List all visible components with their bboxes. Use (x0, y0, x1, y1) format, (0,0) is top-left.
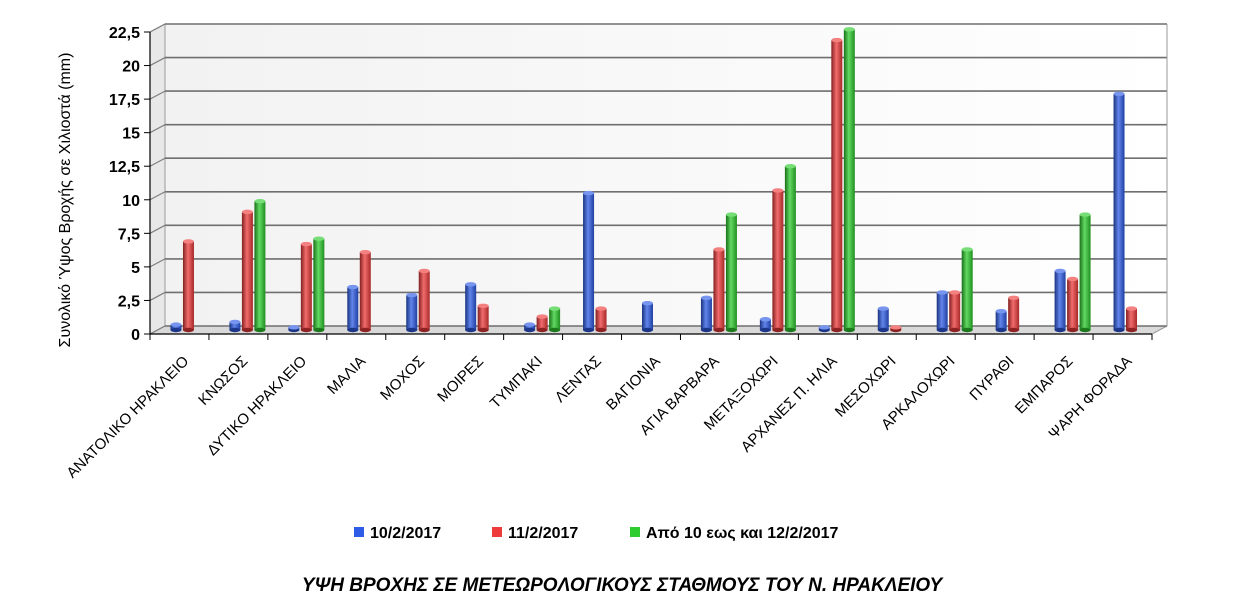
x-category-label: ΕΜΠΑΡΟΣ (1012, 353, 1077, 418)
bar (477, 303, 489, 333)
bar (725, 212, 737, 333)
bar (583, 190, 595, 333)
bar (406, 292, 418, 333)
bar (713, 247, 725, 333)
y-tick-labels: 0 2,5 5 7,5 10 12,5 15 17,5 20 22,5 (109, 25, 140, 344)
legend-swatch (492, 527, 502, 537)
gridline-side (149, 23, 166, 33)
legend-label: 11/2/2017 (508, 525, 578, 542)
y-tick-label: 12,5 (109, 159, 140, 176)
bar (182, 239, 194, 333)
legend: 10/2/2017 11/2/2017 Από 10 εως και 12/2/20… (354, 525, 839, 542)
bar (1126, 306, 1138, 333)
bar (359, 249, 371, 333)
bar (1054, 268, 1066, 333)
y-tick-label: 7,5 (118, 226, 140, 243)
bar (241, 209, 253, 333)
gridline-side (149, 124, 166, 134)
x-category-label: ΒΑΓΙΟΝΙΑ (603, 353, 664, 414)
bar (536, 314, 548, 333)
bar (595, 306, 607, 333)
bar (549, 306, 561, 333)
y-tick-label: 2,5 (118, 293, 140, 310)
y-tick-label: 22,5 (109, 25, 140, 42)
y-tick-label: 0 (131, 327, 140, 344)
axes (149, 32, 1153, 340)
gridline-side (149, 258, 166, 268)
bar (843, 27, 855, 333)
bar (254, 198, 266, 333)
bar (890, 325, 902, 333)
bar (1079, 212, 1091, 333)
y-tick-label: 20 (122, 59, 140, 76)
bar (759, 317, 771, 333)
bar (995, 309, 1007, 333)
legend-label: 10/2/2017 (370, 525, 441, 542)
legend-swatch (354, 527, 364, 537)
plot-area (149, 23, 1168, 335)
bar (949, 290, 961, 333)
bar (772, 188, 784, 333)
gridline-side (149, 325, 166, 335)
chart-title: ΥΨΗ ΒΡΟΧΗΣ ΣΕ ΜΕΤΕΩΡΟΛΟΓΙΚΟΥΣ ΣΤΑΘΜΟΥΣ Τ… (302, 575, 945, 596)
legend-item: 10/2/2017 (354, 525, 441, 542)
bar (961, 247, 973, 333)
x-category-label: ΜΟΙΡΕΣ (434, 353, 487, 406)
gridline-side (149, 191, 166, 201)
y-tick-label: 10 (122, 193, 140, 210)
x-category-label: ΛΕΝΤΑΣ (552, 353, 605, 406)
legend-label: Από 10 εως και 12/2/2017 (646, 525, 839, 542)
y-tick-label: 15 (122, 126, 140, 143)
bar (170, 322, 182, 333)
bar (288, 325, 300, 333)
gridline-side (149, 157, 166, 167)
x-category-label: ΜΑΛΙΑ (324, 353, 369, 398)
side-wall (149, 23, 166, 335)
bar (831, 37, 843, 333)
x-category-label: ΔΥΤΙΚΟ ΗΡΑΚΛΕΙΟ (204, 353, 310, 459)
y-tick-label: 5 (131, 260, 140, 277)
bar (642, 300, 653, 333)
bar (465, 282, 477, 333)
bar (418, 268, 430, 333)
x-category-label: ΠΥΡΑΘΙ (966, 353, 1017, 404)
bar (1113, 91, 1125, 333)
legend-swatch (630, 527, 640, 537)
x-category-label: ΑΝΑΤΟΛΙΚΟ ΗΡΑΚΛΕΙΟ (63, 353, 192, 482)
y-axis-label: Συνολικό Ύψος Βροχής σε Χιλιοστά (mm) (57, 53, 74, 348)
bar (313, 236, 325, 333)
back-wall (165, 24, 1167, 326)
gridline-side (149, 224, 166, 234)
gridline-side (149, 291, 166, 301)
legend-item: Από 10 εως και 12/2/2017 (630, 525, 839, 542)
bar (700, 295, 712, 333)
bar (784, 164, 796, 333)
legend-item: 11/2/2017 (492, 525, 578, 542)
bar (524, 322, 536, 333)
y-tick-label: 17,5 (109, 92, 140, 109)
bar (877, 306, 889, 333)
bar (229, 319, 241, 333)
bar (1008, 295, 1020, 333)
x-category-label: ΜΟΧΟΣ (377, 353, 428, 404)
bar (818, 325, 830, 333)
bar (936, 290, 948, 333)
bar (347, 284, 359, 333)
x-category-label: ΚΝΩΣΟΣ (195, 353, 251, 409)
bars (170, 27, 1138, 333)
bar (300, 241, 312, 333)
gridline-side (149, 90, 166, 100)
x-category-label: ΤΥΜΠΑΚΙ (487, 353, 546, 412)
gridline-side (149, 57, 166, 67)
bar (1067, 276, 1079, 333)
